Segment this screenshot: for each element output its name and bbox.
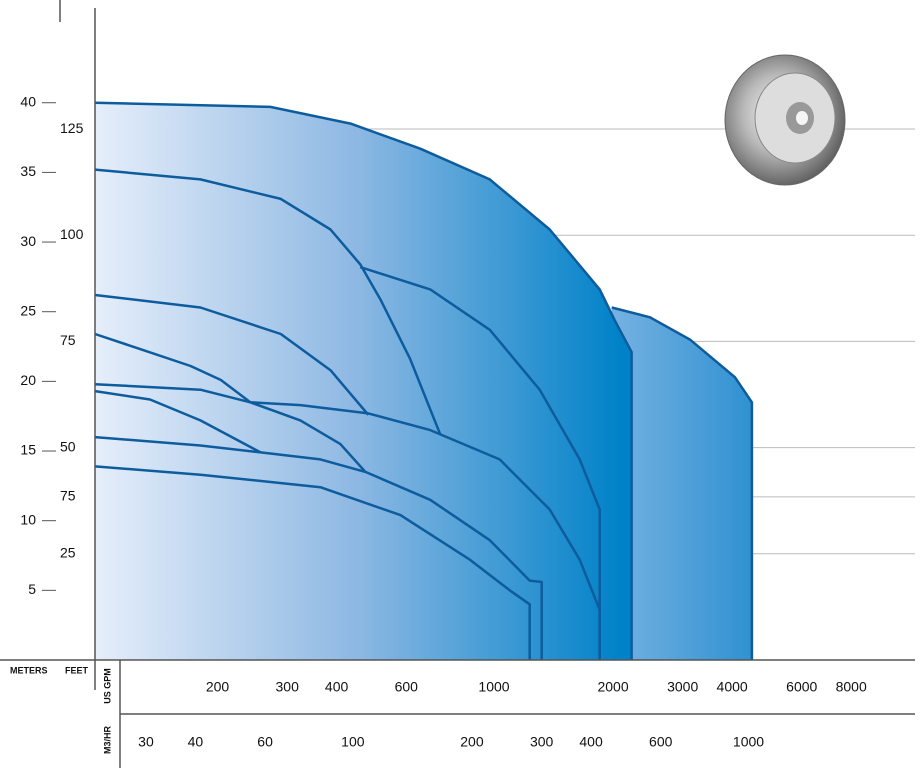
y2-tick-label: 50 <box>60 438 76 454</box>
x-tick-label: 3000 <box>667 679 698 695</box>
x-tick-label: 600 <box>395 679 419 695</box>
x2-tick-label: 30 <box>138 734 154 750</box>
curve <box>94 101 633 660</box>
y-axis-label: METERS <box>10 665 48 675</box>
y2-tick-label: 75 <box>60 488 76 504</box>
x2-tick-label: 60 <box>257 734 273 750</box>
y-tick-label: 35 <box>20 163 36 179</box>
curve <box>94 332 601 660</box>
x-tick-label: 200 <box>206 679 230 695</box>
x2-tick-label: 600 <box>649 734 673 750</box>
x2-tick-label: 400 <box>579 734 603 750</box>
y-tick-label: 5 <box>28 581 36 597</box>
y-tick-label: 40 <box>20 93 36 109</box>
lines <box>94 101 754 660</box>
x2-tick-label: 100 <box>341 734 365 750</box>
y-tick-label: 10 <box>20 511 36 527</box>
x-tick-label: 6000 <box>786 679 817 695</box>
curve <box>94 293 370 416</box>
x-tick-label: 8000 <box>836 679 867 695</box>
y2-axis-label: FEET <box>65 665 89 675</box>
areas <box>95 102 752 660</box>
y-tick-label: 25 <box>20 302 36 318</box>
y2-tick-label: 125 <box>60 120 84 136</box>
curve <box>94 382 251 404</box>
x-axis-label: US GPM <box>102 668 112 704</box>
x-tick-label: 2000 <box>597 679 628 695</box>
y-tick-label: 30 <box>20 233 36 249</box>
x2-tick-label: 40 <box>188 734 204 750</box>
x-tick-label: 400 <box>325 679 349 695</box>
curve <box>249 401 367 473</box>
curve <box>94 435 543 660</box>
y2-tick-label: 25 <box>60 545 76 561</box>
x-tick-label: 300 <box>276 679 300 695</box>
x2-axis-label: M3/HR <box>102 726 112 755</box>
curve <box>94 168 442 435</box>
x2-tick-label: 200 <box>460 734 484 750</box>
curve <box>611 306 754 660</box>
y2-tick-label: 75 <box>60 332 76 348</box>
x2-tick-label: 1000 <box>733 734 764 750</box>
y2-tick-label: 100 <box>60 226 84 242</box>
y-tick-label: 15 <box>20 442 36 458</box>
curve <box>94 465 531 660</box>
area <box>95 102 632 660</box>
x2-tick-label: 300 <box>530 734 554 750</box>
curve <box>94 389 262 454</box>
impeller-icon <box>724 54 846 186</box>
x-tick-label: 1000 <box>478 679 509 695</box>
x-tick-label: 4000 <box>717 679 748 695</box>
area <box>611 307 752 660</box>
curve <box>359 265 601 660</box>
y-tick-label: 20 <box>20 372 36 388</box>
